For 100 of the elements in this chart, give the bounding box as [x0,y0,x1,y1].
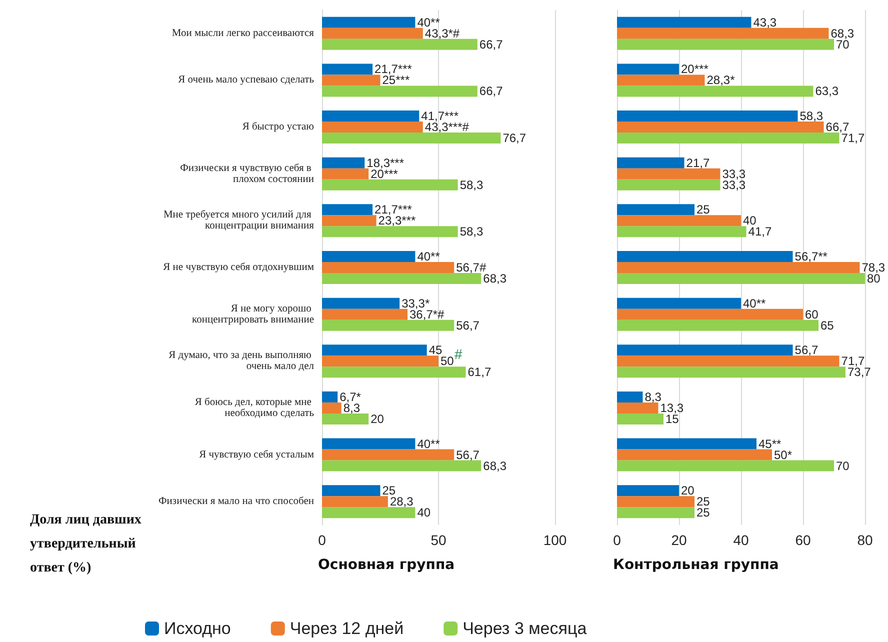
bar [322,320,454,331]
data-label: 66,7 [479,37,504,52]
bar [617,449,772,460]
bar [322,168,369,180]
data-label: 50 [440,354,454,368]
bar [322,204,373,216]
bar [322,344,427,356]
bar [617,215,741,226]
bar [322,262,454,273]
bar [617,38,834,50]
bar [322,298,400,309]
data-label: 56,7 [456,318,480,332]
bar [617,28,829,39]
data-label: 76,7 [502,131,526,146]
x-axis-title: Контрольная группа [613,557,779,573]
bar [322,38,478,50]
data-label: 40 [417,506,431,520]
bar [617,366,846,378]
bar [322,391,338,402]
bar [322,122,423,133]
bar [322,438,416,450]
data-label: 28,3* [706,73,736,88]
bar [322,402,342,414]
data-label: 68,3 [830,26,854,40]
data-label: 80 [867,272,881,286]
data-label: 25 [696,202,710,217]
data-label: 56,7 [794,343,818,358]
data-label: 70 [836,458,850,473]
y-tick-label: Мои мысли легко рассеиваются [172,28,314,39]
y-tick-label: Я очень мало успеваю сделать [178,74,314,86]
bar [322,273,482,284]
data-label: 56,7# [456,260,486,274]
bar [617,204,694,216]
data-label: 33,3* [402,296,430,310]
bar [322,132,501,144]
y-tick-label: Я чувствую себя усталым [199,449,314,460]
data-label: 8,3 [644,390,662,404]
bar [322,179,458,190]
y-tick-label: Я боюсь дел, которые мне необходимо сделать [194,396,314,419]
data-label: 65 [820,318,834,332]
legend-label: Через 3 месяца [462,619,588,638]
bar [322,356,438,367]
bar [322,308,408,320]
bar [617,157,684,168]
bar [617,485,679,496]
bar [322,251,416,262]
bar [322,16,416,28]
y-tick-label: Мне требуется много усилий для концентрации внимания [163,210,314,232]
data-label: 21,7 [686,156,710,170]
data-label: 6,7* [340,390,362,404]
legend-label: Исходно [164,619,231,638]
bar [322,64,373,75]
data-label: 43,3 [753,15,777,30]
x-tick-label: 60 [795,532,811,548]
bar [617,122,824,133]
data-label: 68,3 [483,458,507,473]
x-axis-title: Основная группа [318,557,455,573]
bar [617,273,865,284]
data-label: 20 [370,412,384,426]
data-label: 61,7 [468,365,492,380]
bar [617,74,705,86]
bar [617,251,793,262]
bar [617,356,840,367]
data-label: 63,3 [815,84,839,98]
bar [322,215,376,226]
bar [322,157,365,168]
data-label: 58,3 [800,109,824,124]
x-tick-label: 0 [318,532,326,548]
data-label: 58,3 [460,224,484,239]
bar [617,496,694,508]
bar [617,168,720,180]
data-label: 45 [428,343,443,358]
bar [322,485,380,496]
bar [322,226,458,238]
data-label: 60 [805,307,819,322]
bar [617,86,814,97]
y-tick-label: Я быстро устаю [242,122,314,133]
data-label: 20 [681,484,695,498]
data-label: 58,3 [460,178,484,192]
bar [322,449,454,460]
data-label: 40** [743,296,766,310]
data-label: 66,7 [479,84,504,98]
x-tick-label: 40 [733,532,749,548]
data-label: 20*** [681,62,709,76]
bar [617,262,860,273]
x-tick-label: 100 [543,532,567,548]
bar [617,110,798,122]
bar [322,507,416,518]
data-label: 13,3 [660,400,684,415]
x-tick-label: 50 [430,532,446,548]
bar [617,344,793,356]
y-tick-label: Я думаю, что за день выполняю очень мало дел [168,350,314,372]
bar [617,308,803,320]
legend-label: Через 12 дней [290,619,404,638]
data-label: 40** [417,436,440,451]
text: Доля лиц давших утвердительный ответ (%) [30,512,145,576]
data-label: 33,3 [722,166,746,181]
data-label: 68,3 [483,272,507,286]
bar [322,74,380,86]
x-tick-label: 20 [671,532,687,548]
